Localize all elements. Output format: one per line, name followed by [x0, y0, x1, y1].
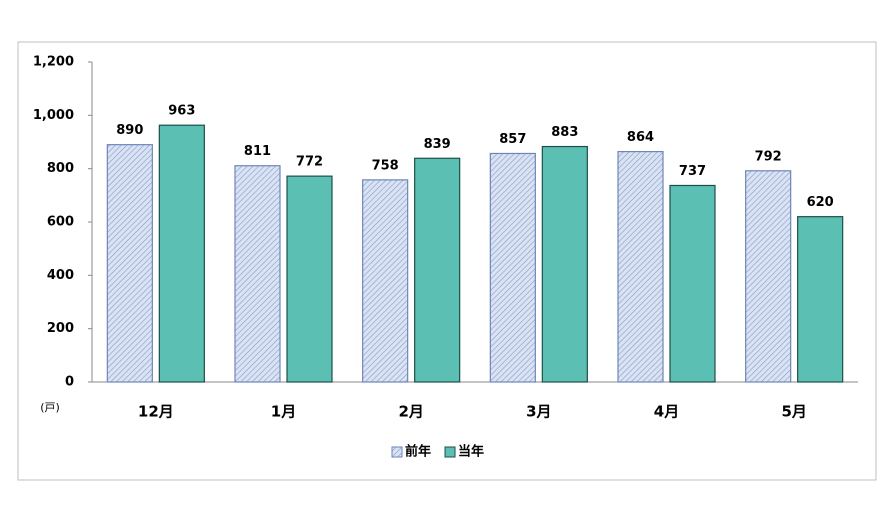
bar [617, 151, 664, 383]
legend-swatch [444, 446, 456, 458]
x-tick-label: 1月 [271, 403, 296, 421]
y-tick-label: 400 [47, 268, 74, 283]
value-label: 811 [244, 144, 271, 159]
value-label: 857 [499, 132, 526, 147]
x-tick-label: 5月 [781, 403, 806, 421]
bar [106, 144, 153, 383]
bar [158, 124, 205, 383]
x-tick-label: 2月 [398, 403, 423, 421]
value-label: 737 [679, 164, 706, 179]
legend-label: 当年 [458, 444, 484, 460]
value-label: 864 [627, 130, 654, 145]
y-tick-label: 1,000 [33, 108, 74, 123]
value-label: 839 [424, 137, 451, 152]
value-label: 792 [755, 149, 782, 164]
legend-label: 前年 [405, 444, 431, 460]
bar [362, 179, 409, 383]
bar [669, 184, 716, 383]
value-label: 758 [372, 158, 399, 173]
bar [234, 165, 281, 383]
y-tick-label: 0 [65, 375, 74, 390]
x-tick-label: 4月 [654, 403, 679, 421]
value-label: 963 [168, 104, 195, 119]
legend-swatch [391, 446, 403, 458]
bar [414, 157, 461, 383]
x-tick-label: 12月 [138, 403, 174, 421]
value-label: 890 [116, 123, 143, 138]
y-tick-label: 200 [47, 321, 74, 336]
value-label: 620 [807, 195, 834, 210]
bar [489, 152, 536, 383]
y-tick-label: 800 [47, 161, 74, 176]
value-label: 772 [296, 155, 323, 170]
value-label: 883 [551, 125, 578, 140]
x-tick-label: 3月 [526, 403, 551, 421]
y-unit: (戸) [40, 401, 60, 414]
bar [541, 145, 588, 383]
bar [745, 170, 792, 383]
y-tick-label: 1,200 [33, 55, 74, 70]
bar [797, 216, 844, 383]
bar [286, 175, 333, 383]
y-tick-label: 600 [47, 215, 74, 230]
